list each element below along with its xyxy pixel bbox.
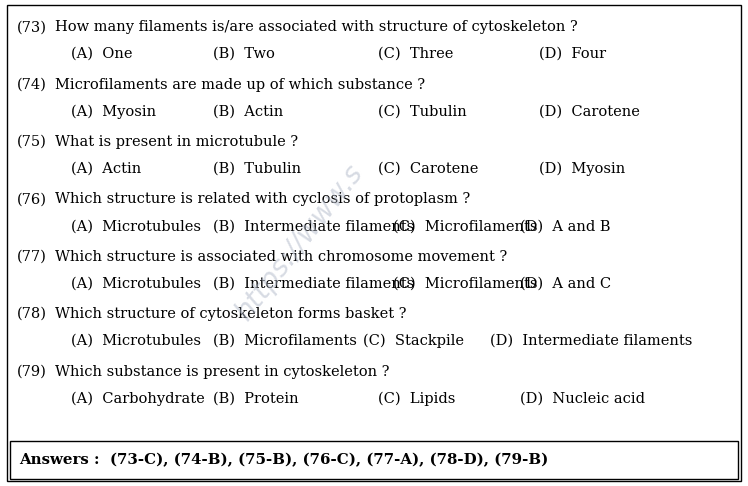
Text: (73): (73)	[16, 20, 46, 35]
Text: Which structure is associated with chromosome movement ?: Which structure is associated with chrom…	[55, 250, 507, 264]
Text: (D)  Four: (D) Four	[539, 47, 606, 61]
Text: (A)  Microtubules: (A) Microtubules	[71, 277, 201, 291]
Text: What is present in microtubule ?: What is present in microtubule ?	[55, 135, 298, 149]
Text: (A)  One: (A) One	[71, 47, 132, 61]
FancyBboxPatch shape	[10, 441, 738, 479]
Text: (C)  Three: (C) Three	[378, 47, 453, 61]
Text: (B)  Intermediate filaments: (B) Intermediate filaments	[213, 277, 414, 291]
Text: (78): (78)	[16, 307, 46, 321]
Text: (74): (74)	[16, 78, 46, 92]
Text: (B)  Intermediate filaments: (B) Intermediate filaments	[213, 219, 414, 233]
Text: (C)  Lipids: (C) Lipids	[378, 391, 455, 406]
Text: (D)  A and C: (D) A and C	[520, 277, 611, 291]
Text: https://www.s: https://www.s	[230, 160, 369, 326]
Text: (D)  A and B: (D) A and B	[520, 219, 610, 233]
Text: (B)  Protein: (B) Protein	[213, 391, 298, 405]
Text: (A)  Microtubules: (A) Microtubules	[71, 219, 201, 233]
Text: (D)  Carotene: (D) Carotene	[539, 104, 640, 119]
Text: (B)  Two: (B) Two	[213, 47, 275, 61]
Text: (75): (75)	[16, 135, 46, 149]
Text: (B)  Actin: (B) Actin	[213, 104, 283, 119]
Text: (D)  Intermediate filaments: (D) Intermediate filaments	[490, 334, 693, 348]
Text: (C)  Tubulin: (C) Tubulin	[378, 104, 467, 119]
Text: Answers :  (73-C), (74-B), (75-B), (76-C), (77-A), (78-D), (79-B): Answers : (73-C), (74-B), (75-B), (76-C)…	[19, 452, 548, 467]
Text: (76): (76)	[16, 192, 46, 207]
Text: (A)  Actin: (A) Actin	[71, 162, 141, 176]
FancyBboxPatch shape	[7, 5, 741, 481]
Text: (C)  Carotene: (C) Carotene	[378, 162, 478, 176]
Text: (A)  Microtubules: (A) Microtubules	[71, 334, 201, 348]
Text: (B)  Microfilaments: (B) Microfilaments	[213, 334, 357, 348]
Text: Microfilaments are made up of which substance ?: Microfilaments are made up of which subs…	[55, 78, 425, 92]
Text: (C)  Microfilaments: (C) Microfilaments	[393, 277, 537, 291]
Text: (A)  Carbohydrate: (A) Carbohydrate	[71, 391, 205, 406]
Text: Which substance is present in cytoskeleton ?: Which substance is present in cytoskelet…	[55, 364, 389, 379]
Text: (C)  Microfilaments: (C) Microfilaments	[393, 219, 537, 233]
Text: How many filaments is/are associated with structure of cytoskeleton ?: How many filaments is/are associated wit…	[55, 20, 577, 35]
Text: Which structure is related with cyclosis of protoplasm ?: Which structure is related with cyclosis…	[55, 192, 470, 207]
Text: (C)  Stackpile: (C) Stackpile	[363, 334, 464, 348]
Text: (79): (79)	[16, 364, 46, 379]
Text: (B)  Tubulin: (B) Tubulin	[213, 162, 301, 176]
Text: (D)  Myosin: (D) Myosin	[539, 162, 625, 176]
Text: (A)  Myosin: (A) Myosin	[71, 104, 156, 119]
Text: Which structure of cytoskeleton forms basket ?: Which structure of cytoskeleton forms ba…	[55, 307, 406, 321]
Text: (D)  Nucleic acid: (D) Nucleic acid	[520, 391, 645, 405]
Text: (77): (77)	[16, 250, 46, 264]
